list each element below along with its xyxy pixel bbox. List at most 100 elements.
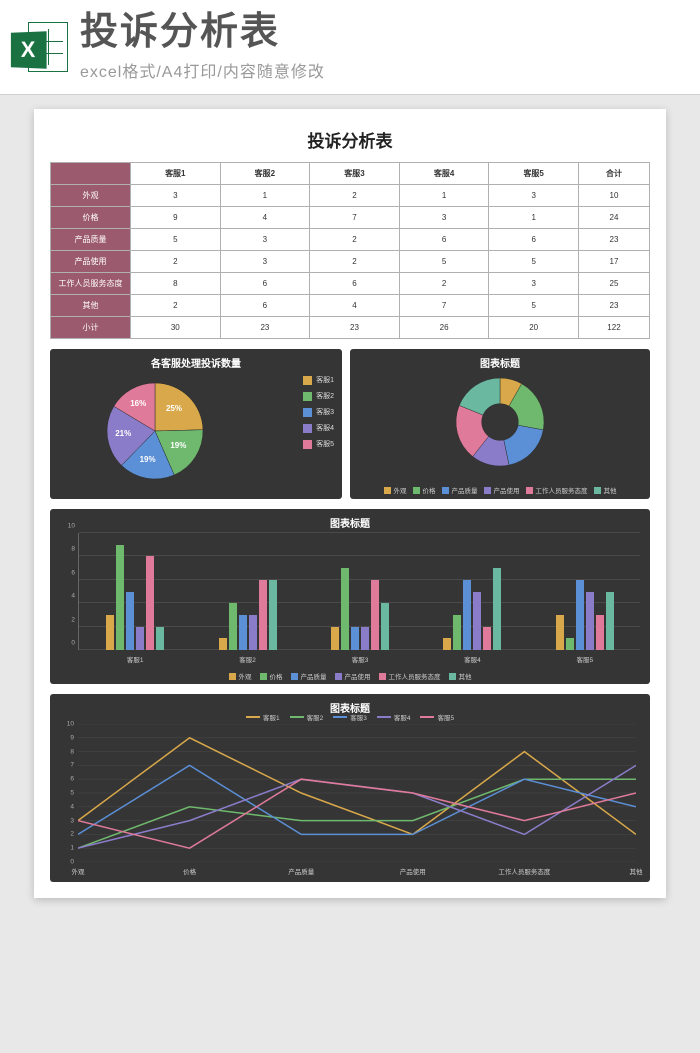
- col-header: 客服4: [399, 163, 489, 185]
- bar: [443, 638, 451, 650]
- table-cell: 20: [489, 317, 579, 339]
- pie-percent: 16%: [130, 399, 146, 408]
- table-cell: 9: [131, 207, 221, 229]
- col-header: 客服5: [489, 163, 579, 185]
- bar: [269, 580, 277, 650]
- bar: [146, 556, 154, 650]
- bar-title: 图表标题: [50, 509, 650, 532]
- table-cell: 7: [310, 207, 400, 229]
- legend-item: 客服4: [377, 712, 411, 722]
- table-cell: 2: [399, 273, 489, 295]
- bar: [219, 638, 227, 650]
- legend-item: 客服2: [290, 712, 324, 722]
- donut-chart: 图表标题 外观价格产品质量产品使用工作人员服务态度其他: [350, 349, 650, 499]
- excel-icon: X: [10, 18, 68, 76]
- bar: [331, 627, 339, 650]
- corner-cell: [51, 163, 131, 185]
- table-cell: 5: [399, 251, 489, 273]
- bar: [106, 615, 114, 650]
- x-label: 客服2: [239, 654, 256, 664]
- legend-item: 客服1: [246, 712, 280, 722]
- bar: [126, 592, 134, 651]
- row-header: 产品使用: [51, 251, 131, 273]
- bar: [606, 592, 614, 651]
- table-cell: 23: [310, 317, 400, 339]
- y-tick: 4: [60, 803, 74, 810]
- bar: [453, 615, 461, 650]
- y-tick: 4: [59, 593, 75, 600]
- legend-item: 客服5: [420, 712, 454, 722]
- table-cell: 6: [399, 229, 489, 251]
- table-cell: 3: [399, 207, 489, 229]
- legend-item: 客服2: [303, 391, 334, 401]
- y-tick: 1: [60, 845, 74, 852]
- table-cell: 2: [131, 251, 221, 273]
- x-label: 其他: [630, 866, 643, 876]
- bar: [116, 545, 124, 650]
- bar: [473, 592, 481, 651]
- row-header: 价格: [51, 207, 131, 229]
- legend-item: 产品使用: [335, 671, 371, 681]
- table-cell: 3: [489, 185, 579, 207]
- y-tick: 2: [60, 831, 74, 838]
- row-header: 产品质量: [51, 229, 131, 251]
- table-cell: 10: [578, 185, 649, 207]
- y-tick: 5: [60, 790, 74, 797]
- legend-item: 产品质量: [442, 485, 478, 495]
- legend-item: 客服4: [303, 423, 334, 433]
- table-cell: 6: [220, 295, 310, 317]
- row-header: 其他: [51, 295, 131, 317]
- bar: [586, 592, 594, 651]
- table-cell: 2: [310, 185, 400, 207]
- table-cell: 7: [399, 295, 489, 317]
- row-header: 外观: [51, 185, 131, 207]
- table-cell: 3: [220, 229, 310, 251]
- y-tick: 6: [59, 569, 75, 576]
- y-tick: 0: [60, 859, 74, 866]
- bar: [351, 627, 359, 650]
- table-cell: 5: [131, 229, 221, 251]
- y-tick: 10: [59, 523, 75, 530]
- x-label: 产品使用: [400, 866, 426, 876]
- x-label: 客服4: [464, 654, 481, 664]
- bar: [361, 627, 369, 650]
- bar: [483, 627, 491, 650]
- table-cell: 26: [399, 317, 489, 339]
- col-header: 合计: [578, 163, 649, 185]
- table-cell: 2: [310, 229, 400, 251]
- bar: [136, 627, 144, 650]
- banner-title: 投诉分析表: [80, 12, 690, 54]
- row-header: 小计: [51, 317, 131, 339]
- table-cell: 1: [220, 185, 310, 207]
- bar: [341, 568, 349, 650]
- col-header: 客服1: [131, 163, 221, 185]
- bar: [556, 615, 564, 650]
- y-tick: 8: [59, 546, 75, 553]
- pie-percent: 19%: [170, 441, 186, 450]
- table-cell: 5: [489, 295, 579, 317]
- table-cell: 3: [131, 185, 221, 207]
- document-page: 投诉分析表 客服1客服2客服3客服4客服5合计 外观3121310价格94731…: [34, 109, 666, 898]
- y-tick: 0: [59, 640, 75, 647]
- table-cell: 6: [220, 273, 310, 295]
- legend-item: 工作人员服务态度: [379, 671, 441, 681]
- data-table: 客服1客服2客服3客服4客服5合计 外观3121310价格9473124产品质量…: [50, 162, 650, 339]
- line-chart: 图表标题 客服1客服2客服3客服4客服5 012345678910外观价格产品质…: [50, 694, 650, 882]
- x-label: 客服1: [127, 654, 144, 664]
- template-header: X 投诉分析表 excel格式/A4打印/内容随意修改: [0, 0, 700, 95]
- table-cell: 30: [131, 317, 221, 339]
- table-cell: 1: [489, 207, 579, 229]
- bar: [229, 603, 237, 650]
- pie-percent: 21%: [115, 429, 131, 438]
- bar: [249, 615, 257, 650]
- row-header: 工作人员服务态度: [51, 273, 131, 295]
- page-title: 投诉分析表: [50, 127, 650, 152]
- x-label: 客服3: [352, 654, 369, 664]
- legend-item: 价格: [413, 485, 436, 495]
- y-tick: 9: [60, 734, 74, 741]
- x-label: 外观: [72, 866, 85, 876]
- col-header: 客服2: [220, 163, 310, 185]
- table-cell: 2: [310, 251, 400, 273]
- bar: [371, 580, 379, 650]
- table-cell: 2: [131, 295, 221, 317]
